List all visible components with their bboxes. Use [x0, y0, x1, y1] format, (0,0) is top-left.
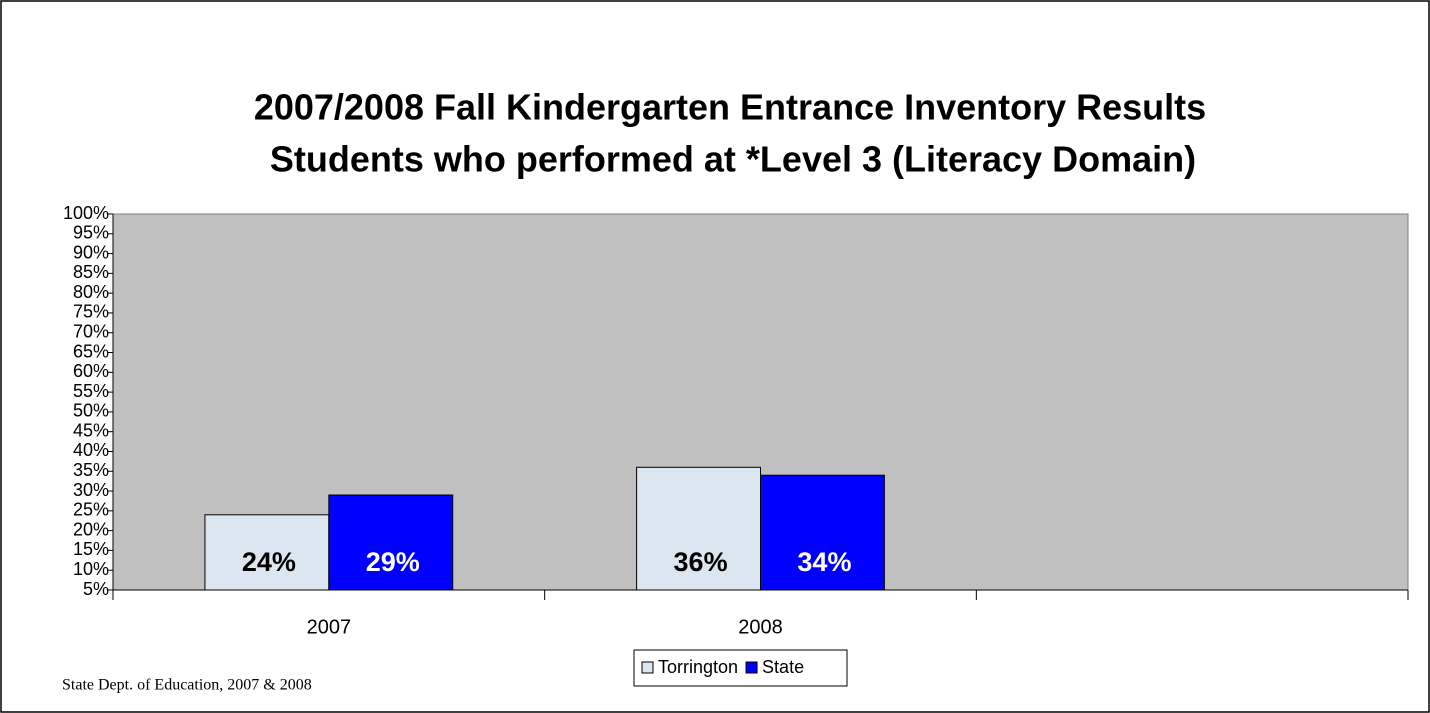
bar [636, 466, 762, 591]
y-tick-label: 90% [73, 242, 109, 262]
legend-label: State [762, 657, 804, 677]
y-tick-label: 50% [73, 401, 109, 421]
value-label: 24% [242, 547, 296, 577]
bar [204, 514, 330, 591]
y-tick-label: 95% [73, 223, 109, 243]
x-tick-label: 2008 [738, 616, 783, 638]
value-label: 36% [674, 547, 728, 577]
y-tick-label: 10% [73, 559, 109, 579]
y-tick-label: 30% [73, 480, 109, 500]
y-tick-label: 85% [73, 262, 109, 282]
legend-box [633, 649, 848, 687]
y-tick-label: 40% [73, 440, 109, 460]
legend-swatch [745, 661, 758, 674]
legend-swatch [641, 661, 654, 674]
y-tick-label: 45% [73, 420, 109, 440]
y-tick-label: 15% [73, 539, 109, 559]
legend-label: Torrington [658, 657, 738, 677]
y-tick-label: 55% [73, 381, 109, 401]
y-tick-label: 35% [73, 460, 109, 480]
y-tick-label: 75% [73, 302, 109, 322]
bar [760, 474, 885, 591]
chart-subtitle: Students who performed at *Level 3 (Lite… [270, 139, 1196, 180]
y-tick-label: 5% [83, 579, 109, 599]
x-tick-label: 2007 [307, 616, 352, 638]
value-label: 29% [366, 547, 420, 577]
value-label: 34% [797, 547, 851, 577]
y-tick-label: 25% [73, 500, 109, 520]
y-tick-label: 20% [73, 519, 109, 539]
source-note: State Dept. of Education, 2007 & 2008 [62, 677, 312, 694]
chart-title: 2007/2008 Fall Kindergarten Entrance Inv… [254, 87, 1206, 128]
y-tick-label: 70% [73, 321, 109, 341]
y-tick-label: 60% [73, 361, 109, 381]
y-tick-label: 100% [63, 203, 109, 223]
y-tick-label: 65% [73, 341, 109, 361]
legend: Torrington State [633, 649, 848, 687]
y-tick-label: 80% [73, 282, 109, 302]
bar [328, 494, 454, 591]
